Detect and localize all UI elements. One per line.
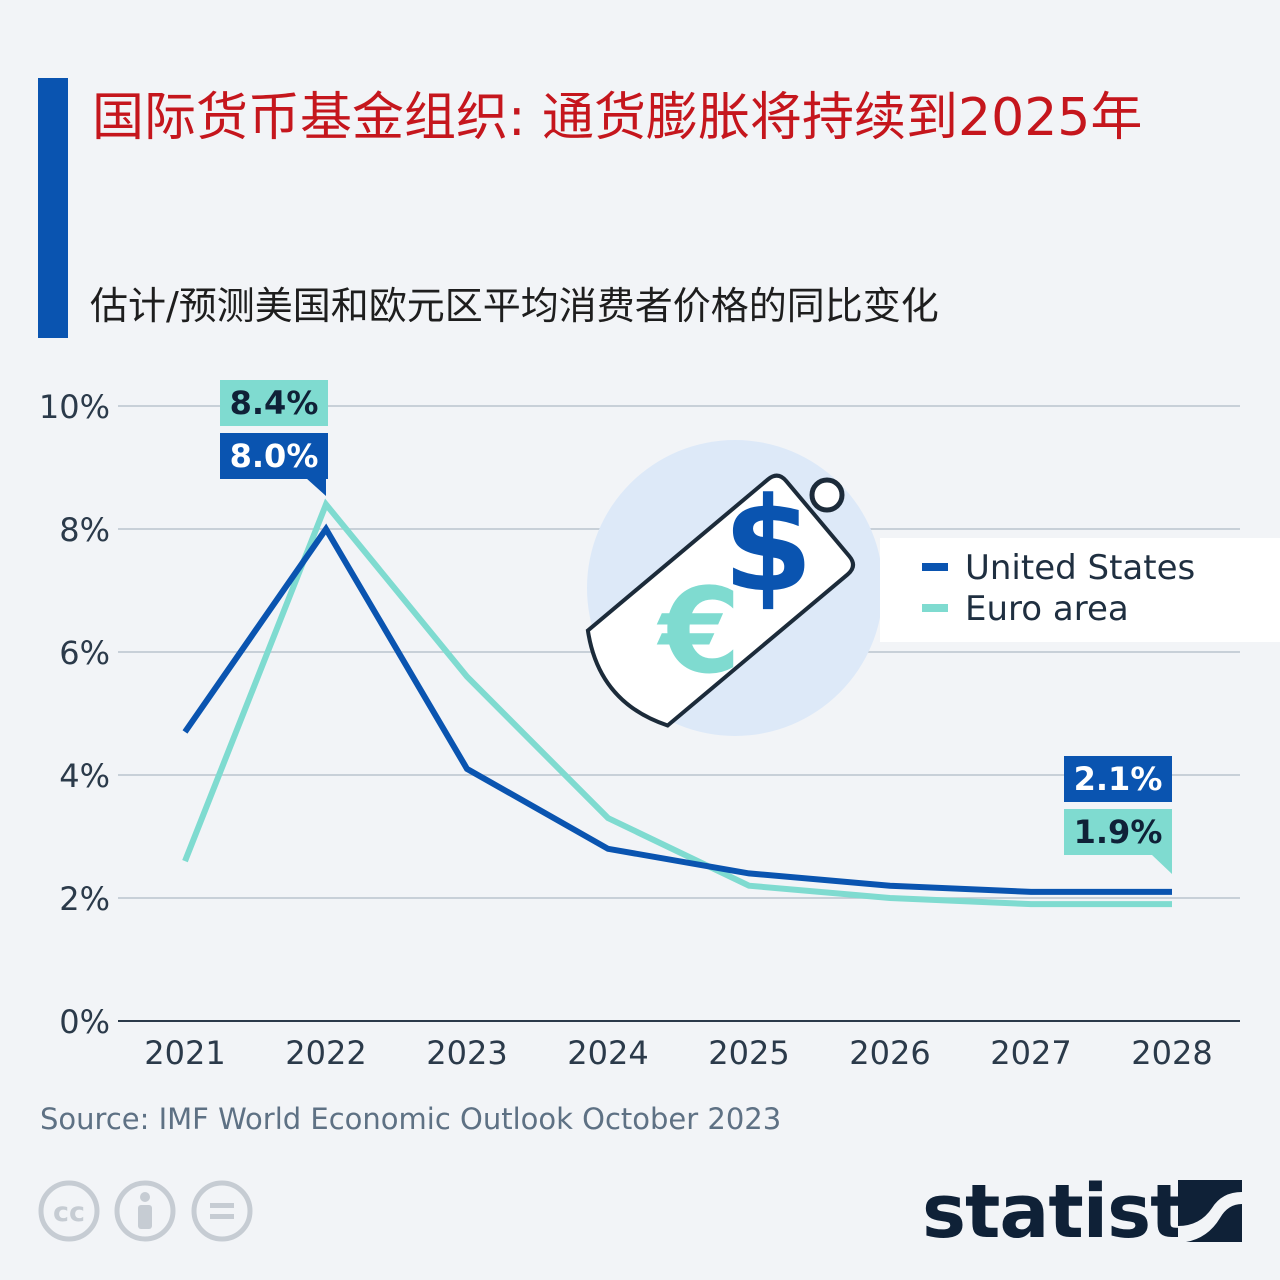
dollar-icon: $ — [723, 469, 813, 621]
x-tick-label: 2023 — [426, 1034, 507, 1072]
euro-icon: € — [656, 562, 741, 700]
svg-text:8.4%: 8.4% — [230, 384, 319, 422]
x-tick-label: 2028 — [1131, 1034, 1212, 1072]
data-label: 1.9% — [1064, 809, 1172, 874]
x-tick-label: 2024 — [567, 1034, 648, 1072]
price-tag-icon: $ € — [585, 440, 883, 736]
no-derivatives-icon[interactable] — [191, 1180, 253, 1242]
statista-logo-icon[interactable] — [1178, 1180, 1242, 1242]
legend-label-euro: Euro area — [965, 589, 1129, 629]
source-note: Source: IMF World Economic Outlook Octob… — [40, 1102, 782, 1136]
svg-text:8.0%: 8.0% — [230, 437, 319, 475]
data-label: 2.1% — [1064, 756, 1172, 802]
x-tick-label: 2022 — [285, 1034, 366, 1072]
line-chart: $ € United States Euro area 0% 2% 4% 6% 8% 10… — [39, 380, 1280, 1072]
legend-swatch-euro — [922, 604, 948, 612]
legend-label-us: United States — [965, 548, 1195, 588]
accent-bar — [38, 78, 68, 338]
y-tick-label: 0% — [59, 1003, 110, 1041]
data-label: 8.0% — [220, 433, 328, 496]
cc-icon[interactable]: cc — [38, 1180, 100, 1242]
attribution-icon[interactable] — [114, 1180, 176, 1242]
legend: United States Euro area — [880, 538, 1280, 642]
x-tick-label: 2021 — [144, 1034, 225, 1072]
y-tick-label: 4% — [59, 757, 110, 795]
x-tick-label: 2026 — [849, 1034, 930, 1072]
license-icons: cc — [38, 1180, 253, 1242]
y-tick-label: 2% — [59, 880, 110, 918]
y-tick-label: 6% — [59, 634, 110, 672]
page-title: 国际货币基金组织: 通货膨胀将持续到2025年 — [92, 88, 1143, 148]
y-tick-label: 8% — [59, 511, 110, 549]
x-tick-label: 2025 — [708, 1034, 789, 1072]
y-tick-label: 10% — [39, 388, 110, 426]
svg-text:1.9%: 1.9% — [1074, 813, 1163, 851]
legend-swatch-us — [922, 563, 948, 571]
series-line-euro-area — [182, 498, 1172, 908]
data-label: 8.4% — [220, 380, 328, 426]
svg-text:cc: cc — [53, 1197, 85, 1228]
svg-text:2.1%: 2.1% — [1074, 760, 1163, 798]
x-tick-label: 2027 — [990, 1034, 1071, 1072]
page-subtitle: 估计/预测美国和欧元区平均消费者价格的同比变化 — [90, 284, 939, 328]
series-line-united-states — [182, 523, 1172, 895]
